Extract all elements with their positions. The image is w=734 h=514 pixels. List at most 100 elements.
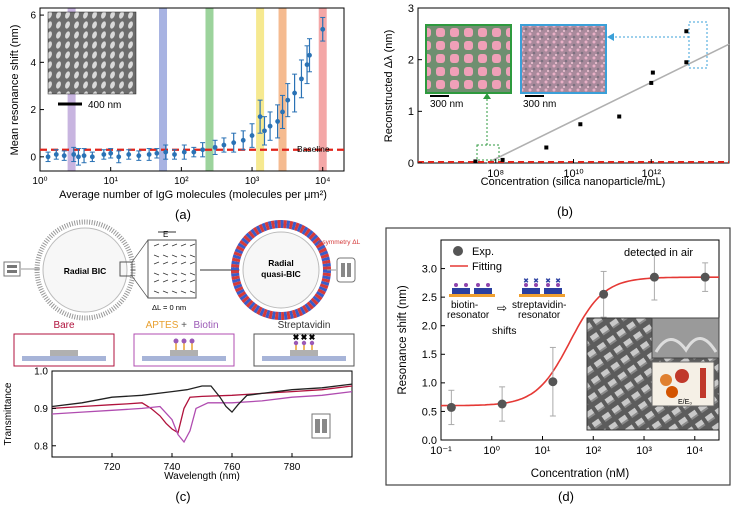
panel-d-x-tick-label: 10⁰ <box>483 445 500 457</box>
panel-d-outer-frame <box>385 227 731 486</box>
panel-b-arrowhead-left <box>483 93 491 99</box>
panel-d-point <box>446 402 456 412</box>
panel-c-y-label: Transmittance <box>3 382 14 445</box>
panel-d-fit <box>440 276 719 407</box>
panel-c-field-arrow <box>162 254 169 258</box>
panel-c-field-arrow <box>171 243 178 247</box>
panel-c-field-arrow <box>189 254 196 258</box>
panel-c-quasi-bic-label-2: quasi-BIC <box>261 269 301 279</box>
panel-c-radial-bic-label: Radial BIC <box>64 266 107 276</box>
panel-b-zoom-box-left <box>476 144 500 161</box>
panel-a-band <box>256 8 265 171</box>
panel-c-field-arrow <box>153 279 160 283</box>
panel-a-point <box>181 149 187 155</box>
panel-c-biotin-head <box>189 338 195 344</box>
panel-d-y-ticks: 0.0 0.5 1.0 1.5 2.0 2.5 3.0 <box>422 263 445 447</box>
panel-d-inset-shifts: shifts <box>492 325 517 337</box>
panel-b-point <box>578 122 583 127</box>
panel-b-point <box>684 29 689 34</box>
panel-d-inset-resonator-1 <box>452 288 470 294</box>
panel-a-point <box>71 152 77 157</box>
panel-b-point <box>650 70 655 75</box>
panel-c-strep-biotin <box>309 340 315 346</box>
panel-c-biotin-resonator <box>170 350 198 356</box>
panel-d-legend-fit: Fitting <box>472 261 502 273</box>
panel-d-point <box>649 272 659 282</box>
panel-d-inset-biotin <box>476 283 480 287</box>
panel-a-x-tick-label: 10³ <box>245 176 260 187</box>
panel-c-field-arrow <box>189 279 196 283</box>
panel-c-biotin-head <box>173 338 179 344</box>
panel-a-y-label: Mean resonance shift (nm) <box>9 25 21 156</box>
panel-a-y-tick-label: 6 <box>30 11 36 22</box>
panel-d-x-tick-label: 10⁻¹ <box>430 445 452 457</box>
panel-c-field-arrow <box>162 272 169 276</box>
panel-a-point <box>257 114 263 120</box>
panel-c-device-icon-right <box>336 257 356 283</box>
panel-c-field-arrow <box>171 272 178 276</box>
panel-d-field-colorbar <box>700 368 706 398</box>
panel-b-label: (b) <box>557 204 573 219</box>
panel-b-zoom-box-right <box>688 21 708 69</box>
panel-a-y-tick-label: 0 <box>30 152 36 163</box>
panel-c-strep-biotin <box>301 340 307 346</box>
panel-a-point <box>280 109 285 115</box>
panel-c-device-bar-3 <box>341 263 345 277</box>
panel-c-spectrum-device-icon <box>311 413 331 439</box>
panel-a-label: (a) <box>175 207 191 222</box>
panel-c-strep-biotin <box>293 340 299 346</box>
panel-c-radial-bic-ring <box>34 219 136 321</box>
panel-a-x-tick-label: 10⁰ <box>32 176 47 187</box>
panel-d-field-blob-3 <box>666 386 678 398</box>
panel-b-y-tick-label: 3 <box>408 3 414 15</box>
panel-d-field-label: E/E₀ <box>678 399 692 406</box>
panel-c-field-arrow <box>171 290 178 294</box>
panel-c-field-arrow <box>153 272 160 276</box>
panel-a-sem-image <box>47 11 137 95</box>
panel-c-strep-label: Streptavidin <box>278 320 331 331</box>
panel-a-point <box>262 128 267 134</box>
panel-c-zoom-line-2 <box>131 275 149 299</box>
panel-c-bare-substrate <box>22 356 106 361</box>
panel-d-point <box>548 377 558 387</box>
panel-a-x-tick-label: 10² <box>174 176 189 187</box>
panel-c: Radial BIC E ΔL = 0 nm Radial quasi-BIC … <box>3 219 361 504</box>
panel-a-x-tick-label: 10⁴ <box>315 176 330 187</box>
panel-a-point <box>191 149 197 155</box>
panel-a-point <box>267 123 273 129</box>
panel-a-x-ticks: 10⁰ 10¹ 10² 10³ 10⁴ <box>32 167 330 187</box>
panel-a-point <box>292 90 297 96</box>
panel-c-field-arrow <box>189 261 196 265</box>
panel-d-x-tick-label: 10⁴ <box>686 445 703 457</box>
panel-c-series-line <box>51 383 353 414</box>
panel-b-y-ticks: 0 1 2 3 <box>408 3 422 170</box>
panel-d-inset-substrate-2 <box>519 294 565 297</box>
panel-a-point <box>240 137 246 143</box>
panel-a-point <box>299 76 304 82</box>
panel-c-field-arrow <box>189 243 196 247</box>
panel-a-point <box>231 140 237 146</box>
panel-c-y-tick-label: 1.0 <box>34 367 48 378</box>
panel-d-field-blob-1 <box>660 374 672 386</box>
panel-a-point <box>154 150 160 156</box>
panel-c-x-tick-label: 740 <box>164 462 181 473</box>
panel-c-biotin-label: Biotin <box>193 320 218 331</box>
panel-c-field-arrow <box>171 261 178 265</box>
panel-c-radial-bic-disk <box>42 227 128 313</box>
panel-a-points <box>45 16 326 166</box>
panel-d-x-tick-label: 10¹ <box>535 445 551 457</box>
panel-b-points <box>473 29 689 164</box>
panel-c-field-arrow <box>189 272 196 276</box>
panel-a-point <box>285 97 291 103</box>
panel-a-point <box>304 62 310 68</box>
panel-c-field-arrow <box>189 290 196 294</box>
panel-a-y-tick-label: 2 <box>30 105 36 116</box>
panel-b-point <box>617 114 622 119</box>
panel-c-plus-label: + <box>181 320 187 331</box>
panel-c-field-arrow <box>153 243 160 247</box>
panel-b-x-tick-label: 10¹⁰ <box>563 168 584 180</box>
panel-d-inset-arrow: ⇨ <box>497 301 507 315</box>
panel-a-band <box>159 8 168 171</box>
panel-c-field-arrow <box>171 254 178 258</box>
panel-c-field-arrow <box>162 261 169 265</box>
